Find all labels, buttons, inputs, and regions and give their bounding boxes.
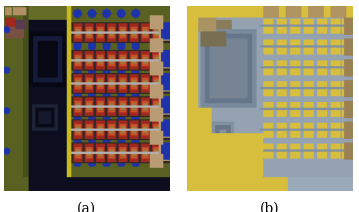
Text: (a): (a) bbox=[76, 202, 96, 212]
Text: (b): (b) bbox=[260, 202, 279, 212]
